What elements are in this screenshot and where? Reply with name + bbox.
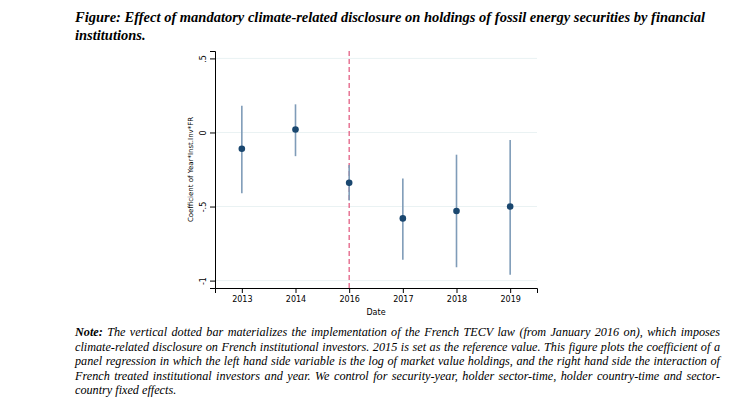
y-tick-mark: [210, 132, 215, 133]
x-tick: 2018: [447, 288, 467, 304]
x-axis-title: Date: [366, 308, 385, 317]
point: [292, 126, 299, 133]
space: [103, 325, 107, 339]
title-label: Figure:: [75, 9, 121, 25]
x-axis-line: [216, 289, 538, 294]
x-tick-label: 2013: [232, 295, 252, 304]
point: [453, 208, 460, 215]
y-tick-mark: [210, 207, 215, 208]
x-tick-mark: [296, 288, 297, 293]
x-tick: 2017: [393, 288, 413, 304]
point: [400, 215, 407, 222]
grid-line: [215, 206, 537, 207]
y-tick: -.5: [199, 202, 215, 213]
y-tick-mark: [210, 281, 215, 282]
x-tick-mark: [349, 288, 350, 293]
point: [239, 145, 246, 152]
x-tick-mark: [457, 288, 458, 293]
reference-line: [349, 51, 350, 288]
x-tick: 2016: [339, 288, 359, 304]
point: [346, 180, 353, 187]
point: [507, 203, 514, 210]
grid: [215, 58, 537, 280]
y-tick: -1: [199, 277, 215, 285]
x-tick-mark: [510, 288, 511, 293]
note-label: Note:: [75, 325, 103, 339]
x-axis: 2013 2014 2016 2017 2018 2019: [216, 288, 538, 304]
x-tick-mark: [242, 288, 243, 293]
y-axis: -1 -.5 0 .5: [199, 52, 216, 289]
note-block: Note: The vertical dotted bar materializ…: [75, 325, 720, 398]
x-tick-label: 2018: [447, 295, 467, 304]
x-tick: 2014: [286, 288, 306, 304]
y-tick-label: -.5: [199, 202, 208, 213]
grid-line: [215, 58, 537, 59]
y-axis-line: [210, 52, 216, 289]
y-axis-title: Coefficient of Year*Inst.Inv*FR: [187, 117, 195, 222]
y-tick-label: -1: [199, 277, 208, 285]
y-tick-label: .5: [199, 55, 208, 63]
title: Effect of mandatory climate-related disc…: [75, 9, 705, 43]
x-tick-label: 2019: [500, 295, 520, 304]
x-tick-label: 2014: [286, 295, 306, 304]
title-block: Figure: Effect of mandatory climate-rela…: [75, 8, 715, 44]
chart: -1 -.5 0 .5 2013 2014 2016 2017 2018 2019 Date Coef…: [0, 0, 730, 410]
y-tick: .5: [199, 55, 215, 63]
y-tick-mark: [210, 58, 215, 59]
y-tick: 0: [199, 130, 215, 135]
x-tick: 2019: [500, 288, 520, 304]
space: [121, 9, 125, 25]
grid-line: [215, 132, 537, 133]
x-tick-label: 2017: [393, 295, 413, 304]
x-tick-mark: [403, 288, 404, 293]
x-tick: 2013: [232, 288, 252, 304]
y-tick-label: 0: [199, 130, 208, 135]
x-tick-label: 2016: [339, 295, 359, 304]
plot-marks: [239, 51, 514, 288]
grid-line: [215, 280, 537, 281]
note: The vertical dotted bar materializes the…: [75, 325, 720, 397]
